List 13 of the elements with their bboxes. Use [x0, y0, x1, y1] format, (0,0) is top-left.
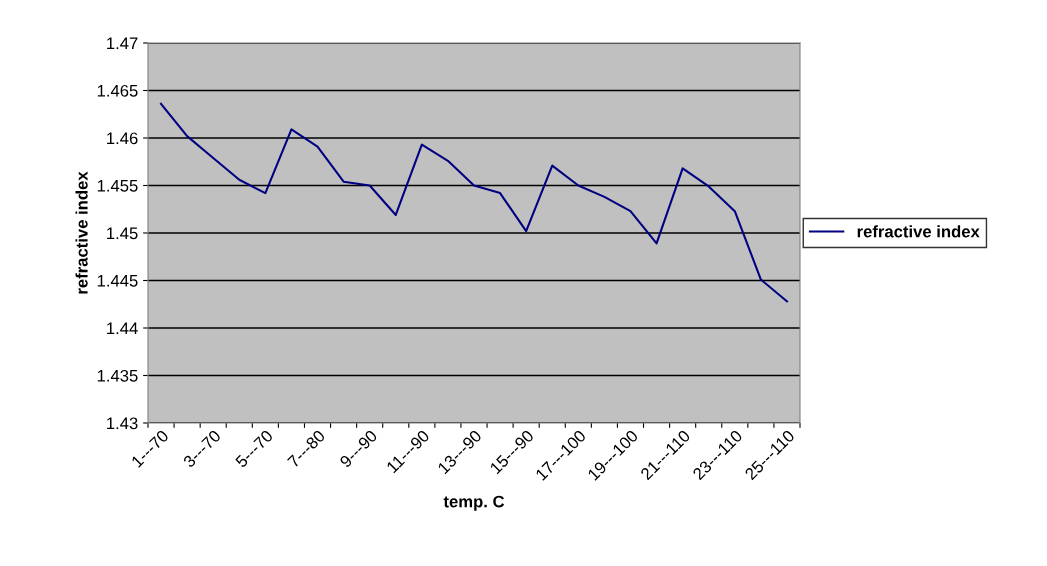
- y-tick-label: 1.43: [107, 417, 138, 430]
- y-tick-label: 1.455: [97, 180, 138, 192]
- y-tick-label: 1.46: [107, 132, 138, 145]
- legend-label: refractive index: [857, 225, 980, 238]
- y-tick-label: 1.47: [107, 37, 138, 50]
- x-axis-title: temp. C: [443, 495, 505, 511]
- line-series: [160, 102, 788, 303]
- y-tick-label: 1.445: [97, 275, 138, 287]
- y-tick-label: 1.45: [107, 227, 138, 240]
- y-tick-label: 1.435: [97, 369, 138, 382]
- y-axis-title: refractive index: [75, 171, 88, 294]
- y-tick-label: 1.44: [107, 322, 138, 335]
- y-tick-label: 1.465: [97, 84, 138, 97]
